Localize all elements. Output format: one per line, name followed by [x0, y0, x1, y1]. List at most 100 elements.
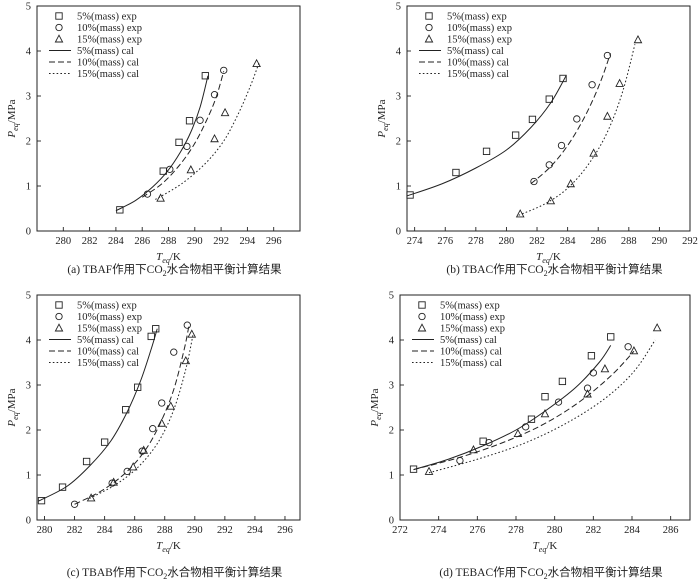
y-axis-label-unit: /MPa	[369, 388, 381, 412]
data-point-circle	[588, 81, 596, 89]
panel-caption: (c) TBAB作用下CO2水合物相平衡计算结果	[67, 565, 283, 581]
plot-frame	[36, 294, 301, 521]
panel-caption-subscript: 2	[544, 269, 548, 278]
y-axis-label-unit: /MPa	[6, 99, 18, 123]
x-tick-label: 282	[585, 525, 601, 536]
fit-curve-dashed	[141, 71, 225, 198]
series-4	[406, 75, 567, 197]
series-6	[89, 333, 194, 499]
x-tick-label: 292	[217, 525, 233, 536]
x-tick-label: 280	[55, 236, 71, 247]
legend-label: 10%(mass) exp	[77, 312, 142, 323]
y-axis-label: Peq/MPa	[6, 388, 20, 427]
x-tick-label: 280	[37, 525, 53, 536]
y-axis-label: Peq/MPa	[376, 99, 390, 138]
plot-frame	[406, 5, 691, 232]
data-point-triangle	[186, 165, 196, 174]
legend-label: 5%(mass) cal	[77, 335, 134, 346]
y-tick-label: 1	[26, 182, 31, 193]
legend-label: 5%(mass) exp	[77, 301, 137, 312]
data-point-circle	[149, 424, 157, 433]
data-point-triangle	[86, 493, 96, 502]
data-point-square	[175, 138, 183, 146]
legend-label: 15%(mass) exp	[440, 324, 505, 335]
data-point-square	[482, 147, 491, 155]
x-tick-label: 280	[547, 525, 563, 536]
fit-curve-dashed	[74, 326, 190, 505]
data-point-square	[479, 437, 487, 445]
series-2	[530, 51, 612, 186]
data-point-square	[159, 167, 167, 175]
x-tick-label: 292	[213, 236, 229, 247]
panel-caption: (b) TBAC作用下CO2水合物相平衡计算结果	[446, 262, 663, 278]
fit-curve-dotted	[89, 333, 194, 499]
legend-label: 5%(mass) cal	[440, 335, 497, 346]
legend-symbol-triangle	[54, 323, 64, 332]
legend-label: 15%(mass) cal	[77, 358, 139, 369]
y-axis-label-symbol: P	[6, 420, 18, 428]
y-tick-label: 5	[26, 291, 31, 302]
legend-label: 10%(mass) exp	[77, 23, 142, 34]
data-point-circle	[220, 66, 228, 75]
data-point-square	[152, 325, 160, 333]
y-axis-label: Peq/MPa	[6, 99, 20, 138]
data-point-square	[134, 383, 142, 391]
panel-caption-rest: 水合物相平衡计算结果	[548, 262, 663, 276]
y-tick-label: 5	[389, 291, 394, 302]
series-3	[156, 58, 261, 202]
legend-symbol-circle	[425, 23, 433, 32]
x-tick-label: 278	[508, 525, 524, 536]
data-point-triangle	[652, 323, 662, 332]
data-point-circle	[70, 500, 79, 508]
x-tick-label: 296	[277, 525, 293, 536]
legend-label: 15%(mass) exp	[77, 35, 142, 46]
data-point-circle	[123, 467, 131, 476]
x-tick-label: 276	[437, 236, 453, 247]
y-tick-label: 4	[26, 336, 32, 347]
y-tick-label: 0	[396, 227, 401, 238]
series-4	[115, 75, 209, 212]
y-tick-label: 1	[389, 471, 394, 482]
fit-curve-dashed	[530, 53, 611, 185]
chart-panel-c: 280 282 284 286 288 290 292 294 296 0 1 2 3 4 5 Teq/K Pe…	[6, 291, 301, 581]
series-2	[70, 321, 191, 508]
y-tick-label: 3	[26, 381, 31, 392]
legend-label: 15%(mass) exp	[447, 35, 512, 46]
data-point-square	[607, 333, 615, 341]
legend-symbol-square	[55, 301, 63, 309]
legend-label: 5%(mass) exp	[77, 12, 137, 23]
x-tick-label: 284	[560, 236, 577, 247]
fit-curve-solid	[115, 75, 209, 212]
legend-label: 10%(mass) cal	[77, 347, 139, 358]
y-tick-label: 0	[389, 516, 394, 527]
data-point-triangle	[220, 107, 230, 117]
data-point-circle	[170, 348, 178, 356]
x-axis-label-subscript: eq	[539, 545, 547, 554]
data-point-triangle	[210, 133, 219, 143]
data-point-circle	[166, 165, 174, 174]
data-point-circle	[557, 141, 566, 150]
x-axis-label-unit: /K	[170, 251, 181, 263]
chart-panel-b: 274 276 278 280 282 284 286 288 290 292012345Teq/…	[376, 2, 698, 279]
data-point-triangle	[633, 34, 643, 44]
y-tick-label: 4	[389, 336, 395, 347]
data-point-square	[82, 457, 91, 466]
x-tick-label: 278	[468, 236, 484, 247]
y-axis-label-symbol: P	[6, 131, 18, 139]
y-tick-label: 5	[396, 2, 401, 13]
data-point-triangle	[615, 78, 624, 87]
data-point-square	[147, 332, 155, 341]
y-tick-label: 2	[26, 137, 31, 148]
legend-label: 15%(mass) cal	[440, 358, 502, 369]
series-6	[428, 339, 656, 474]
panel-caption-subscript: 2	[544, 572, 548, 581]
x-tick-label: 292	[682, 236, 698, 247]
data-point-square	[122, 406, 130, 414]
x-axis-label-symbol: T	[156, 251, 163, 263]
x-tick-label: 288	[157, 525, 173, 536]
legend-symbol-circle	[418, 312, 426, 321]
x-tick-label: 274	[407, 236, 424, 247]
data-point-triangle	[424, 466, 434, 475]
